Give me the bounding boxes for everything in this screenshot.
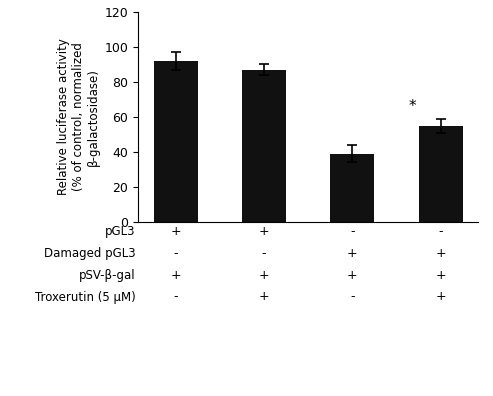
Bar (419, 126, 463, 222)
Text: +: + (347, 269, 357, 282)
Text: +: + (170, 269, 181, 282)
Text: +: + (259, 225, 269, 238)
Text: -: - (350, 291, 354, 303)
Text: +: + (435, 291, 446, 303)
Text: pSV-β-gal: pSV-β-gal (79, 269, 136, 282)
Bar (242, 70, 286, 222)
Bar (153, 61, 198, 222)
Text: +: + (259, 291, 269, 303)
Text: Troxerutin (5 μM): Troxerutin (5 μM) (35, 291, 136, 303)
Text: Damaged pGL3: Damaged pGL3 (44, 247, 136, 260)
Text: -: - (438, 225, 443, 238)
Text: +: + (170, 225, 181, 238)
Text: *: * (409, 99, 416, 114)
Text: pGL3: pGL3 (105, 225, 136, 238)
Text: -: - (262, 247, 266, 260)
Text: +: + (435, 269, 446, 282)
Text: +: + (347, 247, 357, 260)
Text: -: - (174, 291, 178, 303)
Y-axis label: Relative luciferase activity
(% of control, normalized
β-galactosidase): Relative luciferase activity (% of contr… (57, 38, 100, 195)
Bar (330, 154, 374, 222)
Text: +: + (435, 247, 446, 260)
Text: +: + (259, 269, 269, 282)
Text: -: - (350, 225, 354, 238)
Text: -: - (174, 247, 178, 260)
